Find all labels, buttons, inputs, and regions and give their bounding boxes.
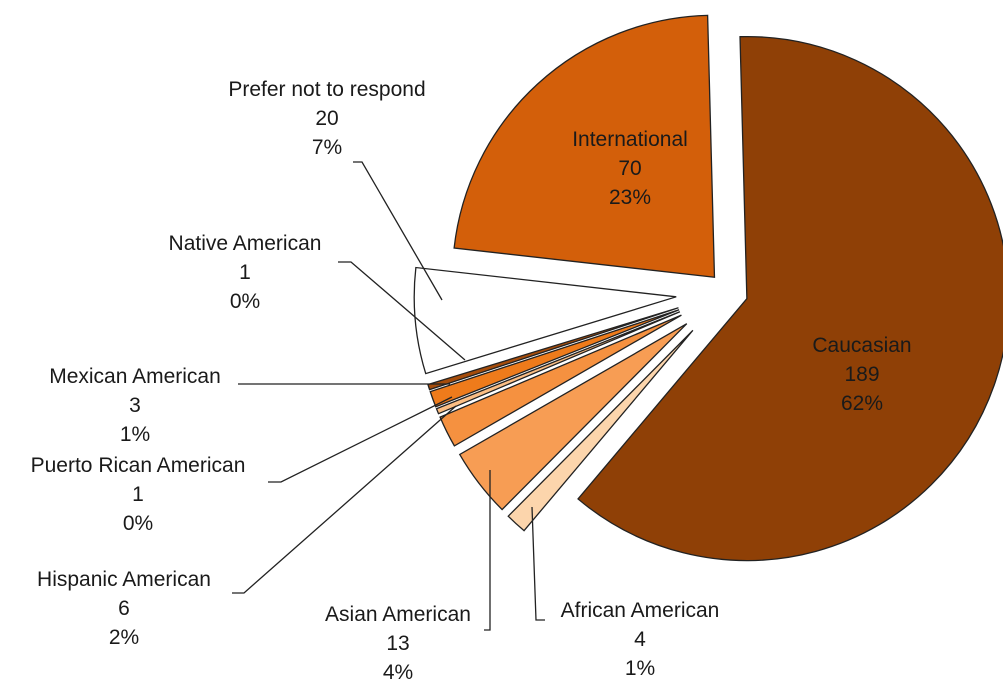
slice-label-percent: 2% [109,626,139,649]
slice-label: African American 4 1% [561,599,720,680]
pie-slice-caucasian [577,36,1003,562]
slice-label-value: 20 [315,107,338,130]
pie-slice-asian-american [458,323,688,511]
slice-label-value: 70 [618,157,641,180]
pie-slice-hispanic-american [439,314,682,447]
slice-label-label: Asian American [325,603,471,626]
pie-slice-prefer-not-to-respond [413,266,677,375]
slice-label: Mexican American 3 1% [49,365,221,446]
slice-label-percent: 0% [230,290,260,313]
slice-label-percent: 7% [312,136,342,159]
slice-label-label: Puerto Rican American [31,454,246,477]
leader-line [268,396,453,483]
pie-slice-puerto-rican-american [435,311,681,415]
slice-label-percent: 1% [625,657,655,680]
leader-line [353,161,443,301]
slice-label-label: Mexican American [49,365,221,388]
slice-label-label: Hispanic American [37,568,211,591]
slice-label-label: Native American [169,232,322,255]
slice-label-value: 3 [129,394,141,417]
slice-label-percent: 23% [609,186,651,209]
slice-label-percent: 62% [841,392,883,415]
leader-line [484,470,491,631]
slice-label-label: International [572,128,688,151]
slice-labels: Caucasian 189 62%African American 4 1%Asian … [31,78,912,684]
slice-label-label: Prefer not to respond [228,78,425,101]
slice-label-percent: 1% [120,423,150,446]
pie-slice-african-american [507,329,694,532]
slice-label-value: 6 [118,597,130,620]
leader-lines [232,161,545,631]
slice-label: International 70 23% [572,128,688,209]
slice-label-value: 13 [386,632,409,655]
slice-label-value: 189 [844,363,879,386]
slice-label: Puerto Rican American 1 0% [31,454,246,535]
leader-line [531,506,545,621]
slice-label-value: 1 [132,483,144,506]
slice-label-value: 1 [239,261,251,284]
slice-label-value: 4 [634,628,646,651]
slice-label: Asian American 13 4% [325,603,471,684]
slice-label-label: African American [561,599,720,622]
pie-slice-international [453,14,716,278]
slice-label-label: Caucasian [812,334,911,357]
pie-slices [413,14,1003,562]
slice-label: Native American 1 0% [169,232,322,313]
pie-slice-mexican-american [429,309,680,408]
slice-label-percent: 4% [383,661,413,684]
slice-label: Caucasian 189 62% [812,334,911,415]
slice-label-percent: 0% [123,512,153,535]
leader-line [232,405,457,594]
slice-label: Prefer not to respond 20 7% [228,78,425,159]
leader-line [338,261,466,361]
slice-label: Hispanic American 6 2% [37,568,211,649]
